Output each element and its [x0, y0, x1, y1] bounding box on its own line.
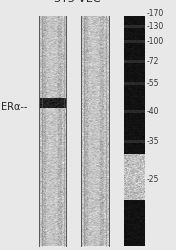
Text: -35: -35 — [147, 137, 159, 146]
Text: -100: -100 — [147, 37, 164, 46]
Text: -25: -25 — [147, 176, 159, 184]
Text: -130: -130 — [147, 22, 164, 31]
Text: ERα--: ERα-- — [1, 102, 27, 113]
Text: 3T3 VEC: 3T3 VEC — [54, 0, 101, 4]
Text: -170: -170 — [147, 9, 164, 18]
Text: -72: -72 — [147, 57, 159, 66]
Text: -55: -55 — [147, 79, 159, 88]
Text: -40: -40 — [147, 107, 159, 116]
